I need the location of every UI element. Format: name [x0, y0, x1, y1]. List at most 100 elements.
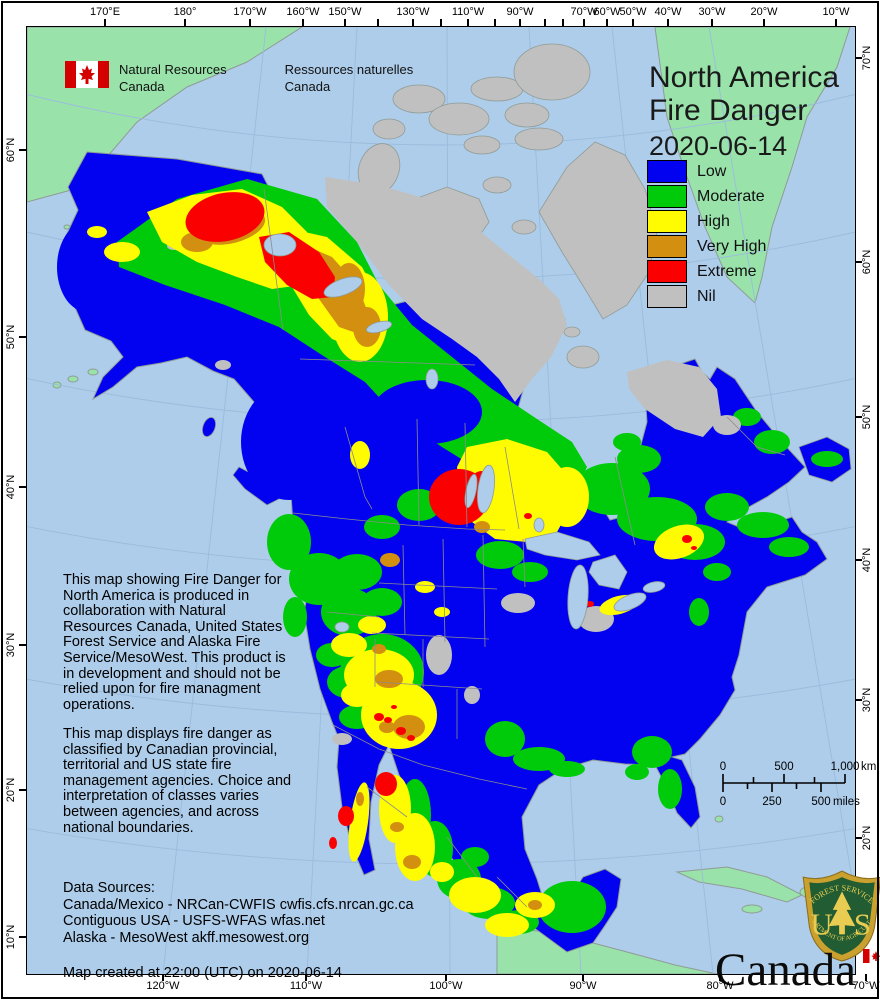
graticule-tick [19, 149, 26, 151]
graticule-tick [19, 936, 26, 938]
parallel-label: 30°N [5, 632, 17, 658]
graticule-tick [19, 789, 26, 791]
legend-item-very-high: Very High [647, 234, 766, 259]
legend-swatch-nil [647, 285, 687, 308]
meridian-label: 180° [173, 6, 197, 18]
graticule-tick [865, 974, 867, 981]
graticule-tick [632, 19, 634, 26]
legend-item-moderate: Moderate [647, 184, 766, 209]
fire-danger-legend: Low Moderate High Very High Extreme Nil [647, 159, 766, 309]
graticule-tick [562, 19, 564, 26]
legend-label-high: High [697, 212, 730, 230]
meridian-label: 170°W [233, 6, 267, 18]
agency-en-line1: Natural Resources [119, 62, 227, 77]
island-bahamas [714, 815, 724, 823]
graticule-tick [249, 19, 251, 26]
lake-superior [524, 531, 601, 561]
island-southampton [566, 345, 600, 369]
meridian-label: 40°W [654, 6, 682, 18]
title-line1: North America [649, 61, 840, 94]
data-sources-block: Data Sources: Canada/Mexico - NRCan-CWFI… [63, 880, 443, 946]
graticule-tick [344, 19, 346, 26]
legend-label-nil: Nil [697, 287, 716, 305]
meridian-label: 100°W [429, 980, 463, 992]
graticule-tick [855, 57, 862, 59]
meridian-label: 30°W [698, 6, 726, 18]
legend-swatch-high [647, 210, 687, 233]
agency-fr-line2: Canada [284, 79, 331, 94]
agency-name-en: Natural Resources Canada [119, 61, 227, 95]
data-source-alaska: Alaska - MesoWest akff.mesowest.org [63, 929, 310, 946]
graticule-tick [440, 19, 442, 26]
graticule-tick [519, 19, 521, 26]
meridian-label: 80°W [706, 980, 734, 992]
scale-km-1000: 1,000 [831, 761, 860, 773]
map-canvas: Natural Resources Canada Ressources natu… [26, 26, 880, 996]
scale-mi-unit: miles [833, 796, 860, 808]
meridian-label: 120°W [146, 980, 180, 992]
scale-mi-250: 250 [762, 796, 781, 808]
parallel-label: 30°N [861, 687, 873, 713]
island-jamaica [741, 904, 763, 914]
agency-fr-line1: Ressources naturelles [284, 62, 414, 77]
graticule-tick [412, 19, 414, 26]
graticule-tick [305, 974, 307, 981]
graticule-tick [667, 19, 669, 26]
title-line2: Fire Danger [649, 94, 808, 127]
title-date: 2020-06-14 [649, 131, 788, 161]
graticule-tick [711, 19, 713, 26]
legend-label-very-high: Very High [697, 237, 767, 255]
usfs-tree-icon [828, 891, 856, 935]
lake-great-slave [323, 276, 363, 298]
legend-item-high: High [647, 209, 766, 234]
parallel-label: 20°N [5, 777, 17, 803]
legend-label-low: Low [697, 162, 727, 180]
lake-winnipeg [477, 464, 495, 514]
legend-item-nil: Nil [647, 284, 766, 309]
graticule-tick [445, 974, 447, 981]
parallel-label: 10°N [5, 924, 17, 950]
graticule-tick [19, 486, 26, 488]
graticule-tick [763, 19, 765, 26]
meridian-label: 150°W [328, 6, 362, 18]
meridian-label: 90°W [569, 980, 597, 992]
disclaimer-paragraph: This map showing Fire Danger for North A… [63, 572, 286, 713]
usfs-letter-u: U [810, 907, 832, 941]
meridian-label: 110°W [289, 980, 323, 992]
meridian-label: 110°W [451, 6, 485, 18]
graticule-tick [544, 19, 546, 26]
island-devon [514, 127, 564, 151]
graticule-tick [855, 416, 862, 418]
lake-great-bear [263, 233, 297, 257]
legend-swatch-extreme [647, 260, 687, 283]
legend-label-extreme: Extreme [697, 262, 757, 280]
parallel-label: 40°N [5, 474, 17, 500]
political-boundaries [263, 188, 786, 908]
graticule-tick [162, 974, 164, 981]
lake-ontario [642, 581, 666, 593]
scale-mi-0: 0 [720, 796, 726, 808]
graticule-tick [855, 699, 862, 701]
legend-swatch-low [647, 160, 687, 183]
graticule-tick [606, 19, 608, 26]
graticule-tick [19, 336, 26, 338]
legend-swatch-moderate [647, 185, 687, 208]
scale-km-500: 500 [774, 761, 793, 773]
graticule-tick [467, 19, 469, 26]
agency-en-line2: Canada [119, 79, 165, 94]
lake-erie [613, 592, 647, 612]
graticule-tick [719, 974, 721, 981]
fire-danger-high-layer [87, 189, 705, 937]
graticule-tick [377, 19, 379, 26]
graticule-tick [582, 974, 584, 981]
meridian-label: 90°W [506, 6, 534, 18]
usfs-letter-s: S [854, 907, 871, 941]
lake-michigan [567, 564, 589, 630]
parallel-label: 50°N [861, 404, 873, 430]
agency-block: Natural Resources Canada Ressources natu… [65, 61, 413, 95]
classification-paragraph: This map displays fire danger as classif… [63, 726, 292, 836]
scale-km-0: 0 [720, 761, 726, 773]
parallel-label: 70°N [861, 45, 873, 71]
map-title: North America Fire Danger 2020-06-14 [649, 61, 839, 162]
